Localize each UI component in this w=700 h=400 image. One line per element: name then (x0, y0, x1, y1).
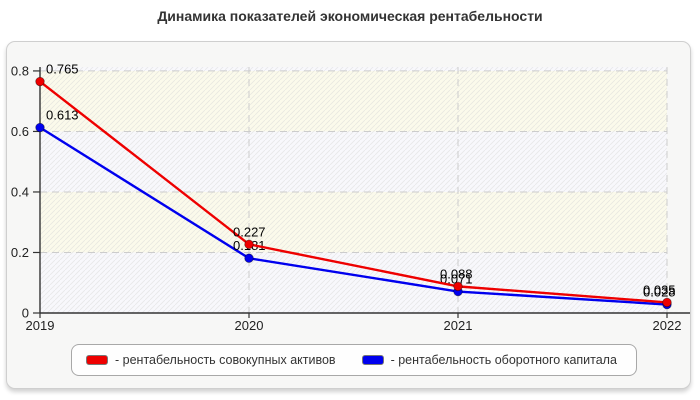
chart-legend: - рентабельность совокупных активов - ре… (71, 344, 637, 376)
data-point-marker (453, 281, 463, 292)
data-point-marker (35, 76, 45, 87)
data-point-label: 0.765 (46, 62, 79, 77)
legend-label: - рентабельность оборотного капитала (390, 353, 617, 367)
data-point-marker (244, 253, 254, 263)
series-line (39, 126, 668, 306)
data-point-label: 0.071 (440, 272, 473, 287)
data-point-marker (244, 239, 254, 250)
data-point-marker (662, 297, 672, 308)
data-point-label: 0.028 (643, 285, 676, 300)
y-tick-label: 0.2 (11, 245, 29, 260)
data-point-label: 0.088 (440, 266, 473, 281)
x-tick-label: 2020 (235, 318, 264, 333)
chart-title: Динамика показателей экономическая рента… (157, 8, 543, 24)
data-point-label: 0.035 (643, 282, 676, 297)
legend-label: - рентабельность совокупных активов (115, 353, 336, 367)
y-tick-label: 0.6 (11, 124, 29, 139)
data-point-label: 0.613 (46, 108, 79, 123)
plot-hatch (40, 67, 667, 313)
legend-entry-working-capital: - рентабельность оборотного капитала (361, 353, 617, 367)
series-line (39, 80, 668, 304)
y-tick-label: 0 (22, 306, 29, 321)
legend-swatch-red (86, 355, 108, 365)
data-point-marker (35, 122, 45, 133)
legend-entry-total-assets: - рентабельность совокупных активов (86, 353, 336, 367)
y-tick-label: 0.4 (11, 184, 29, 199)
data-point-label: 0.227 (233, 224, 266, 239)
y-tick-label: 0.8 (11, 63, 29, 78)
x-tick-label: 2022 (653, 318, 682, 333)
x-tick-label: 2021 (444, 318, 473, 333)
x-tick-label: 2019 (26, 318, 55, 333)
legend-swatch-blue (361, 355, 384, 365)
